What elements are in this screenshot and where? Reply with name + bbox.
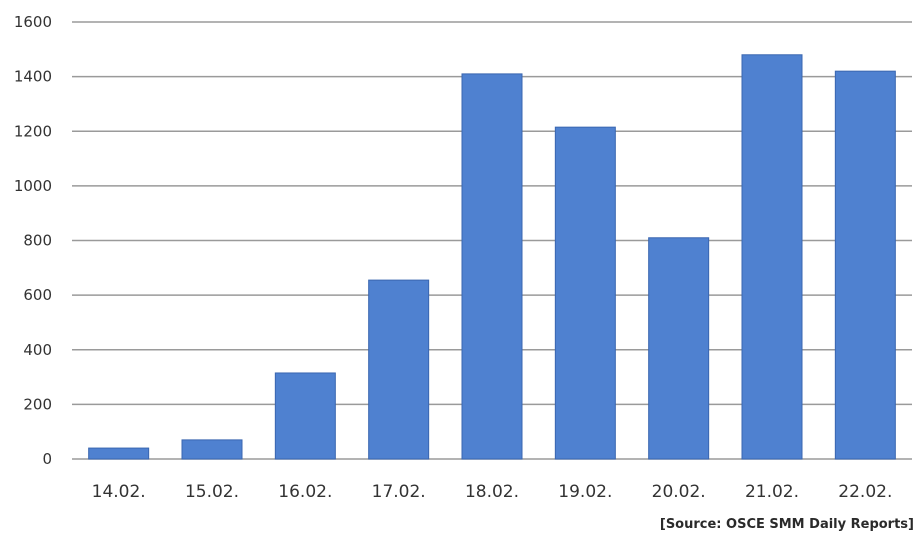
y-tick-label: 1600	[14, 13, 52, 31]
y-tick-label: 200	[23, 395, 52, 413]
y-tick-label: 600	[23, 286, 52, 304]
y-tick-label: 1400	[14, 68, 52, 86]
x-axis-category-labels: 14.02. 15.02. 16.02. 17.02. 18.02. 19.02. 20.0…	[92, 482, 893, 502]
x-category-label: 17.02.	[372, 482, 426, 502]
bar-22-02	[834, 70, 896, 460]
y-tick-label: 400	[23, 341, 52, 359]
x-category-label: 19.02.	[558, 482, 612, 502]
bar-19-02	[554, 126, 616, 460]
x-category-label: 20.02.	[652, 482, 706, 502]
y-tick-label: 1200	[14, 122, 52, 140]
x-category-label: 14.02.	[92, 482, 146, 502]
x-category-label: 22.02.	[838, 482, 892, 502]
source-note: [Source: OSCE SMM Daily Reports]	[659, 517, 914, 532]
bar-21-02	[741, 54, 803, 460]
bar-20-02	[648, 237, 710, 460]
y-tick-label: 0	[42, 450, 52, 468]
x-category-label: 16.02.	[278, 482, 332, 502]
y-axis-tick-labels: 0 200 400 600 800 1000 1200 1400 1600	[14, 13, 52, 468]
bar-14-02	[88, 447, 150, 460]
bar-15-02	[181, 439, 243, 460]
y-tick-label: 800	[23, 232, 52, 250]
x-category-label: 15.02.	[185, 482, 239, 502]
y-tick-label: 1000	[14, 177, 52, 195]
bar-17-02	[368, 279, 430, 460]
x-category-label: 18.02.	[465, 482, 519, 502]
bar-layer	[88, 54, 896, 460]
x-category-label: 21.02.	[745, 482, 799, 502]
bar-16-02	[274, 372, 336, 460]
bar-18-02	[461, 73, 523, 460]
